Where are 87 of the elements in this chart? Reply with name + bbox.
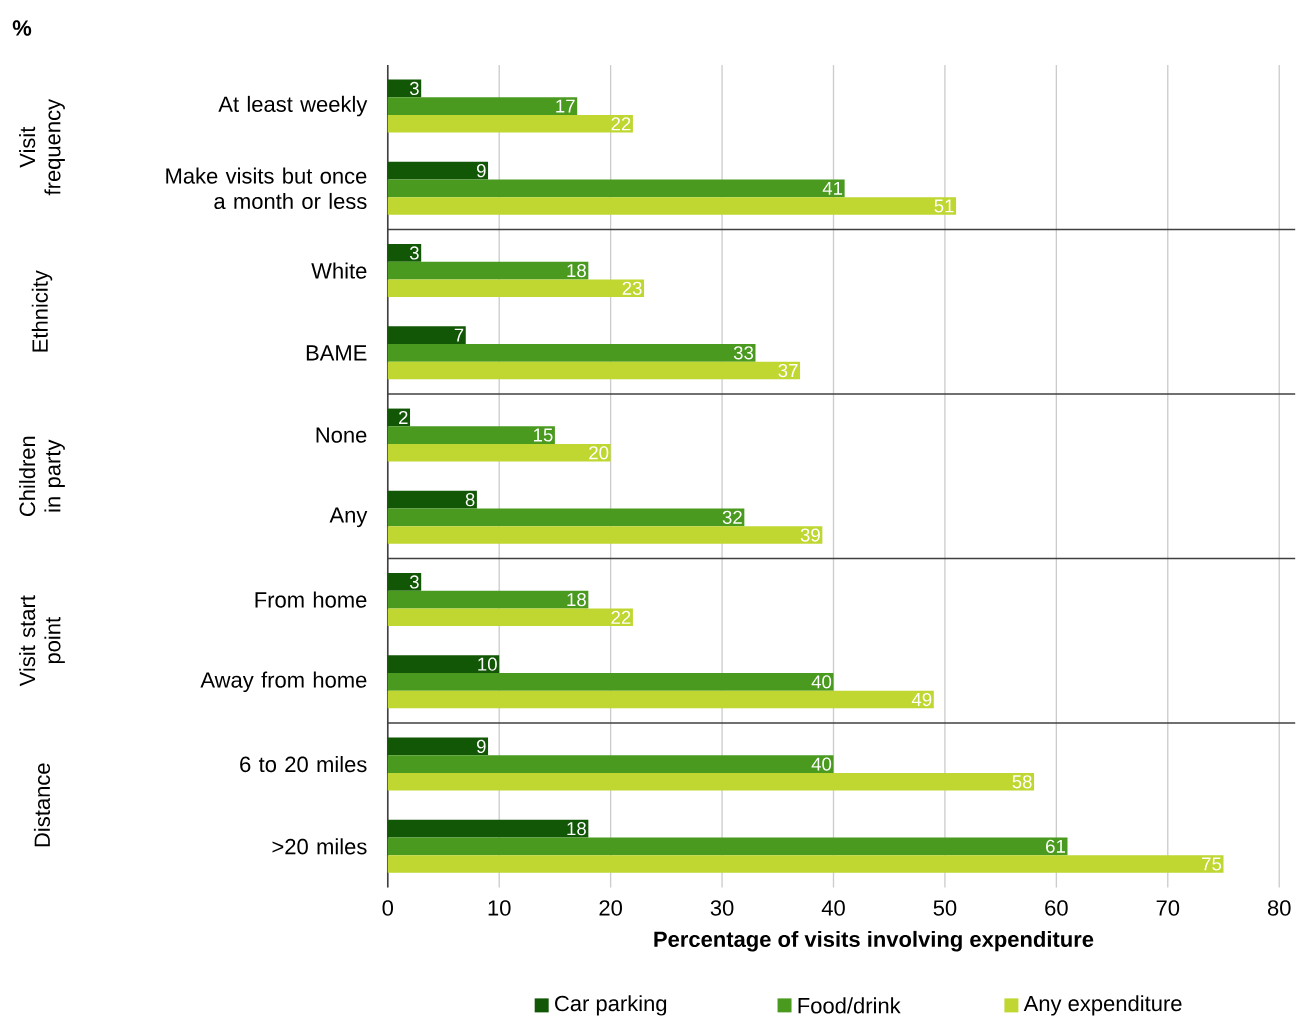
- data-label: 22: [611, 117, 631, 131]
- bar: [387, 608, 633, 626]
- y-tick-label: Make visits but once a month or less: [166, 167, 367, 209]
- bar: [387, 161, 489, 180]
- x-tick-label: 10: [488, 899, 511, 916]
- bar: [387, 361, 801, 380]
- bar: [387, 114, 633, 133]
- bar: [387, 690, 934, 709]
- data-label: 10: [478, 657, 497, 671]
- legend-label: Any expenditure: [1023, 994, 1182, 1016]
- data-label: 7: [454, 328, 464, 342]
- data-label: 23: [622, 281, 642, 295]
- y-tick-label: Away from home: [200, 671, 367, 692]
- x-tick-label: 30: [710, 899, 734, 916]
- data-label: 39: [800, 528, 820, 542]
- data-label: 15: [533, 428, 553, 442]
- data-label: 9: [476, 163, 486, 178]
- text: Children in party: [19, 436, 65, 516]
- data-label: 37: [778, 363, 798, 377]
- bar: [387, 443, 611, 462]
- data-label: 58: [1012, 774, 1032, 789]
- text: %: [12, 20, 32, 36]
- x-tick-label: 70: [1156, 899, 1180, 916]
- x-axis-title: Percentage of visits involving expenditure: [654, 930, 1094, 952]
- bar: [387, 343, 756, 362]
- bar: [387, 196, 957, 215]
- data-label: 61: [1046, 839, 1065, 853]
- x-tick-label: 40: [821, 899, 845, 916]
- x-tick-label: 0: [382, 899, 394, 916]
- data-label: 22: [611, 610, 631, 624]
- data-label: 18: [567, 592, 586, 607]
- bar: [387, 590, 589, 609]
- data-label: 33: [733, 346, 754, 360]
- data-label: 18: [567, 263, 586, 278]
- bar: [387, 97, 578, 115]
- y-tick-label: From home: [255, 591, 367, 608]
- text: Distance: [33, 763, 51, 846]
- bar: [387, 279, 645, 297]
- x-tick-label: 60: [1045, 899, 1068, 916]
- bar: [387, 854, 1224, 873]
- data-label: 49: [911, 692, 932, 706]
- bar: [387, 737, 489, 756]
- bar: [387, 837, 1068, 855]
- y-tick-label: BAME: [306, 345, 367, 361]
- x-tick-label: 50: [933, 899, 957, 916]
- bar: [387, 326, 466, 344]
- y-tick-label: At least weekly: [218, 95, 368, 117]
- bar: [387, 655, 500, 673]
- data-label: 51: [934, 199, 954, 213]
- data-label: 41: [822, 181, 843, 195]
- y-tick-label: Any: [329, 507, 368, 527]
- data-label: 40: [811, 675, 832, 689]
- bar: [387, 490, 477, 509]
- bar: [387, 508, 745, 526]
- data-label: 3: [409, 246, 419, 260]
- data-label: 40: [811, 757, 832, 771]
- bar: [387, 525, 823, 544]
- text: Ethnicity: [31, 270, 53, 352]
- bar: [387, 672, 834, 691]
- y-tick-label: 6 to 20 miles: [240, 755, 367, 772]
- bar: [387, 772, 1035, 791]
- data-label: 3: [409, 575, 419, 589]
- text: Visit frequency: [19, 98, 65, 195]
- y-tick-label: White: [311, 262, 367, 279]
- data-label: 9: [476, 739, 486, 753]
- bar: [387, 819, 589, 838]
- text: Visit start point: [19, 595, 65, 687]
- legend-label: Food/drink: [798, 997, 901, 1014]
- y-tick-label: None: [316, 427, 367, 443]
- bar: [387, 572, 422, 591]
- bar: [387, 243, 422, 262]
- x-tick-label: 20: [599, 899, 622, 916]
- data-label: 3: [409, 81, 419, 95]
- bar: [387, 179, 845, 197]
- bar: [387, 426, 555, 444]
- y-tick-label: >20 miles: [272, 838, 367, 855]
- data-label: 75: [1202, 857, 1222, 871]
- bar: [387, 755, 834, 773]
- data-label: 17: [556, 99, 575, 113]
- data-label: 20: [589, 445, 609, 460]
- data-label: 8: [465, 492, 475, 507]
- bar: [387, 261, 589, 280]
- x-tick-label: 80: [1267, 899, 1291, 916]
- data-label: 32: [722, 510, 742, 524]
- data-label: 2: [399, 410, 408, 424]
- data-label: 18: [567, 821, 586, 836]
- legend-label: Car parking: [555, 994, 667, 1016]
